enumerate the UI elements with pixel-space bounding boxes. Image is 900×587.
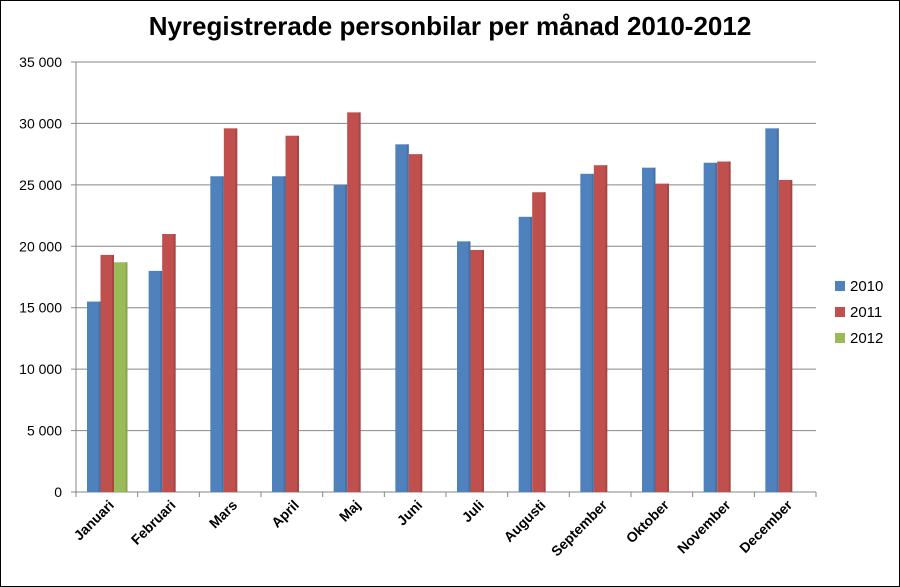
bar-2010-maj	[333, 184, 348, 492]
bar-2010-juni	[395, 144, 409, 493]
bar-shade	[790, 179, 793, 492]
bar-2010-november	[703, 162, 718, 492]
x-tick-label: Augusti	[500, 497, 548, 545]
chart-title: Nyregistrerade personbilar per månad 201…	[148, 11, 752, 41]
bar-shade	[715, 162, 718, 492]
y-tick-label: 5 000	[27, 423, 62, 439]
bar-2011-maj	[347, 112, 361, 492]
legend-label-2012: 2012	[850, 330, 883, 347]
y-tick-label: 20 000	[19, 238, 62, 254]
y-tick-label: 15 000	[19, 300, 62, 316]
bar-2011-april	[285, 135, 299, 492]
bar-shade	[653, 167, 656, 492]
bar-shade	[221, 176, 224, 492]
x-tick-label: Februari	[128, 497, 179, 548]
bar-shade	[482, 249, 484, 492]
bar-shade	[543, 192, 546, 492]
x-tick-label: Januari	[70, 497, 117, 544]
x-tick-label: November	[674, 496, 734, 556]
x-tick-label: Oktober	[623, 496, 673, 546]
bar-shade	[468, 241, 471, 492]
legend-label-2011: 2011	[850, 304, 882, 321]
bar-2011-september	[593, 165, 608, 492]
bar-2010-juli	[457, 241, 471, 492]
bar-2011-januari	[100, 254, 114, 492]
bar-2011-oktober	[655, 183, 669, 492]
bar-2010-mars	[210, 176, 224, 492]
legend-swatch-2011	[835, 307, 845, 317]
legend-label-2010: 2010	[850, 278, 883, 295]
bar-shade	[283, 176, 286, 492]
bar-2011-augusti	[532, 192, 546, 492]
bar-shade	[776, 128, 779, 492]
bar-2010-december	[765, 128, 779, 492]
bar-2010-augusti	[518, 216, 533, 493]
bar-shade	[235, 128, 238, 492]
legend-swatch-2012	[835, 333, 845, 343]
bar-shade	[297, 135, 299, 492]
bar-shade	[406, 144, 409, 493]
y-tick-label: 35 000	[19, 54, 62, 70]
bar-2011-juli	[470, 249, 484, 492]
bar-2010-februari	[148, 270, 163, 492]
x-tick-label: December	[736, 496, 796, 556]
x-tick-label: September	[548, 496, 611, 559]
bar-shade	[605, 165, 608, 492]
bar-2012-januari	[114, 262, 128, 492]
bar-shade	[530, 216, 533, 493]
y-tick-label: 30 000	[19, 115, 62, 131]
bar-shade	[358, 112, 361, 492]
x-tick-label: Maj	[336, 497, 364, 525]
bar-2010-januari	[87, 301, 101, 492]
bar-shade	[160, 270, 163, 492]
y-tick-label: 25 000	[19, 177, 62, 193]
x-tick-label: Juni	[394, 497, 426, 529]
x-tick-label: April	[268, 497, 302, 531]
bar-2011-mars	[223, 128, 238, 492]
bar-shade	[591, 173, 594, 493]
bar-2011-juni	[408, 154, 423, 492]
bar-shade	[728, 161, 731, 492]
y-tick-label: 0	[54, 484, 62, 500]
bar-shade	[98, 301, 101, 492]
bar-2011-februari	[162, 234, 176, 492]
bar-shade	[112, 254, 114, 492]
bar-2011-december	[778, 179, 793, 492]
bar-shade	[420, 154, 423, 492]
y-tick-label: 10 000	[19, 361, 62, 377]
bar-2010-april	[272, 176, 286, 492]
x-tick-label: Juli	[459, 497, 487, 525]
bar-shade	[345, 184, 348, 492]
bar-shade	[667, 183, 669, 492]
bar-2010-september	[580, 173, 594, 493]
bar-shade	[173, 234, 176, 492]
legend-swatch-2010	[835, 281, 845, 291]
x-tick-label: Mars	[206, 497, 241, 532]
bar-shade	[125, 262, 128, 492]
bar-2010-oktober	[642, 167, 656, 492]
bar-2011-november	[717, 161, 731, 492]
